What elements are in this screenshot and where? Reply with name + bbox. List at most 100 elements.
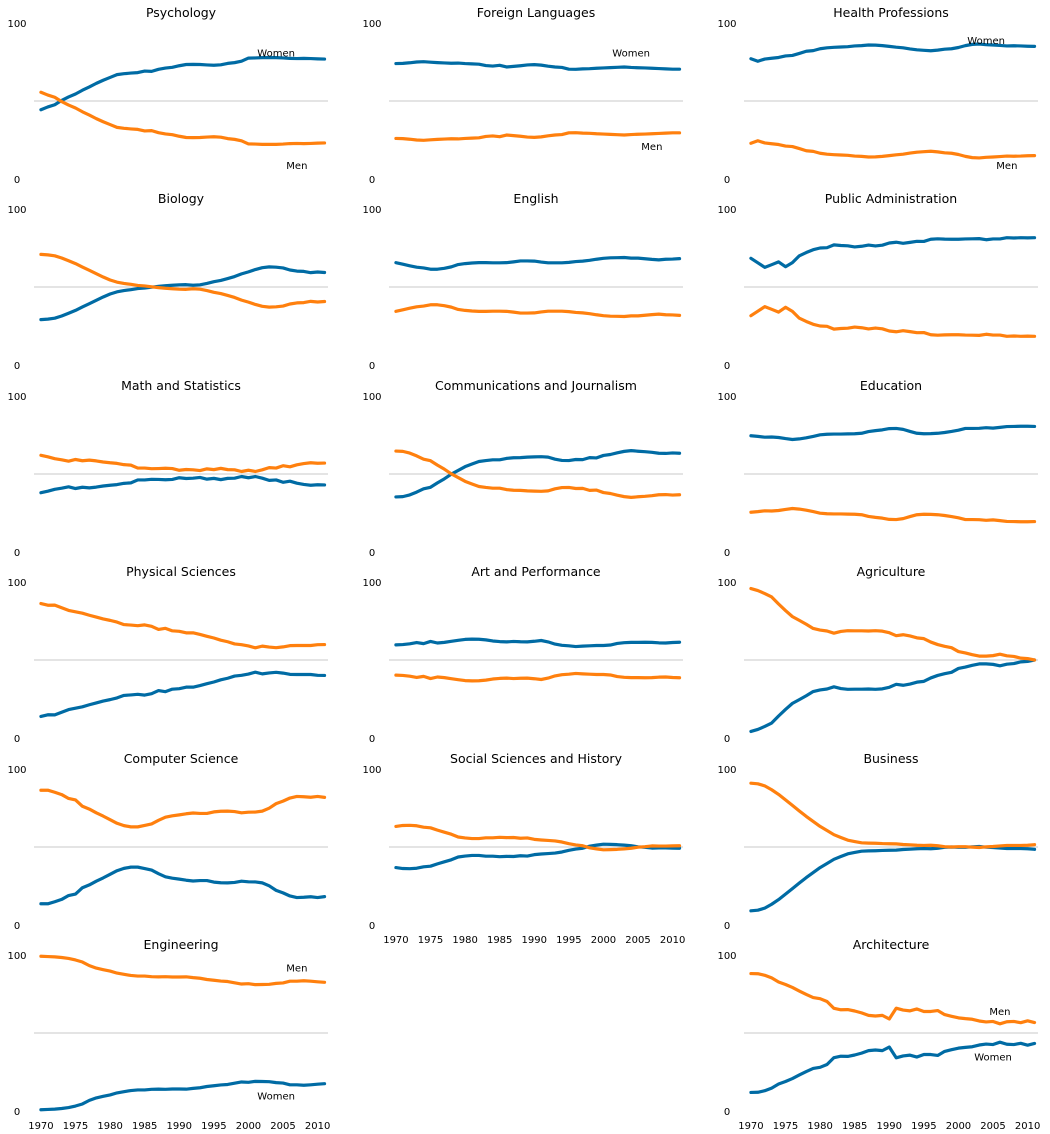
x-tick-label: 1970 (738, 1121, 763, 1132)
panel-education: Education 0 100 (717, 378, 1038, 559)
y-tick-label: 0 (369, 548, 375, 559)
x-tick-label: 1990 (522, 935, 547, 946)
series-annotation: Men (641, 142, 662, 153)
x-tick-label: 2000 (236, 1121, 261, 1132)
panel-biology: Biology 0 100 (7, 191, 328, 372)
series-line-men (394, 671, 682, 683)
series-line-men (39, 954, 327, 987)
panel-title: Health Professions (833, 5, 949, 20)
y-tick-label: 0 (14, 548, 20, 559)
panel-title: Psychology (146, 5, 217, 20)
panel-title: Education (860, 378, 922, 393)
panel-title: Social Sciences and History (450, 751, 623, 766)
y-tick-label: 0 (724, 175, 730, 186)
x-tick-label: 1970 (383, 935, 408, 946)
series-line-men (39, 252, 327, 309)
y-tick-label: 0 (14, 361, 20, 372)
panel-title: Business (863, 751, 918, 766)
series-line-men (394, 448, 682, 499)
x-tick-label: 2005 (625, 935, 650, 946)
panel-title: Physical Sciences (126, 564, 236, 579)
series-line-women (394, 59, 682, 71)
panel-computer-science: Computer Science 0 100 (7, 751, 328, 932)
x-tick-label: 1995 (556, 935, 581, 946)
x-tick-label: 1990 (167, 1121, 192, 1132)
panel-title: Foreign Languages (477, 5, 595, 20)
y-tick-label: 100 (7, 578, 26, 589)
y-tick-label: 0 (369, 921, 375, 932)
series-line-men (749, 781, 1037, 849)
y-tick-label: 0 (724, 361, 730, 372)
series-line-men (749, 506, 1037, 523)
series-line-men (749, 586, 1037, 662)
series-line-women (39, 474, 327, 494)
y-tick-label: 0 (14, 734, 20, 745)
series-annotation: Women (257, 48, 295, 59)
series-annotation: Women (257, 1091, 295, 1102)
series-line-women (39, 670, 327, 719)
y-tick-label: 0 (724, 1107, 730, 1118)
y-tick-label: 100 (7, 19, 26, 30)
series-line-women (394, 637, 682, 649)
series-line-women (749, 844, 1037, 912)
panel-title: Art and Performance (471, 564, 601, 579)
panel-engineering: Engineering 0 100 Men Women 1970 1975 1980 1985 1… (7, 937, 330, 1132)
panel-title: Agriculture (857, 564, 926, 579)
y-tick-label: 100 (362, 392, 381, 403)
series-line-men (394, 823, 682, 851)
series-line-men (39, 90, 327, 146)
y-tick-label: 100 (717, 392, 736, 403)
x-tick-label: 1985 (132, 1121, 157, 1132)
x-tick-label: 2010 (1015, 1121, 1040, 1132)
y-tick-label: 100 (362, 578, 381, 589)
panel-title: English (513, 191, 558, 206)
series-line-men (39, 788, 327, 828)
series-line-men (749, 971, 1037, 1026)
x-tick-label: 1980 (807, 1121, 832, 1132)
y-tick-label: 100 (717, 765, 736, 776)
y-tick-label: 0 (724, 548, 730, 559)
x-tick-label: 2000 (591, 935, 616, 946)
y-tick-label: 0 (369, 361, 375, 372)
series-line-men (39, 601, 327, 650)
series-line-men (39, 453, 327, 473)
y-tick-label: 0 (14, 175, 20, 186)
series-annotation: Women (974, 1052, 1012, 1063)
y-tick-label: 100 (7, 392, 26, 403)
series-annotation: Women (612, 48, 650, 59)
series-line-women (749, 658, 1037, 734)
panel-title: Math and Statistics (121, 378, 241, 393)
x-tick-label: 2010 (305, 1121, 330, 1132)
x-tick-label: 1985 (487, 935, 512, 946)
panel-title: Architecture (853, 937, 930, 952)
x-tick-label: 1975 (773, 1121, 798, 1132)
x-tick-label: 1995 (911, 1121, 936, 1132)
y-tick-label: 0 (14, 1107, 20, 1118)
series-line-men (749, 138, 1037, 160)
series-annotation: Women (967, 36, 1005, 47)
series-line-women (394, 255, 682, 271)
panel-social-sciences-and-history: Social Sciences and History 0 100 1970 1975 1… (362, 751, 685, 946)
series-line-men (394, 303, 682, 319)
x-tick-label: 2000 (946, 1121, 971, 1132)
y-tick-label: 100 (717, 205, 736, 216)
series-line-women (749, 1040, 1037, 1095)
x-tick-label: 1980 (452, 935, 477, 946)
panel-title: Biology (158, 191, 205, 206)
y-tick-label: 0 (369, 175, 375, 186)
x-tick-label: 1995 (201, 1121, 226, 1132)
x-tick-label: 2005 (980, 1121, 1005, 1132)
panel-physical-sciences: Physical Sciences 0 100 (7, 564, 328, 745)
series-line-women (749, 424, 1037, 441)
y-tick-label: 100 (717, 19, 736, 30)
series-line-women (39, 1079, 327, 1112)
x-tick-label: 1970 (28, 1121, 53, 1132)
panel-communications-and-journalism: Communications and Journalism 0 100 (362, 378, 683, 559)
y-tick-label: 100 (7, 951, 26, 962)
series-line-women (39, 55, 327, 111)
panel-health-professions: Health Professions 0 100 Women Men (717, 5, 1038, 186)
series-line-women (394, 448, 682, 499)
panel-business: Business 0 100 (717, 751, 1038, 932)
y-tick-label: 100 (7, 765, 26, 776)
